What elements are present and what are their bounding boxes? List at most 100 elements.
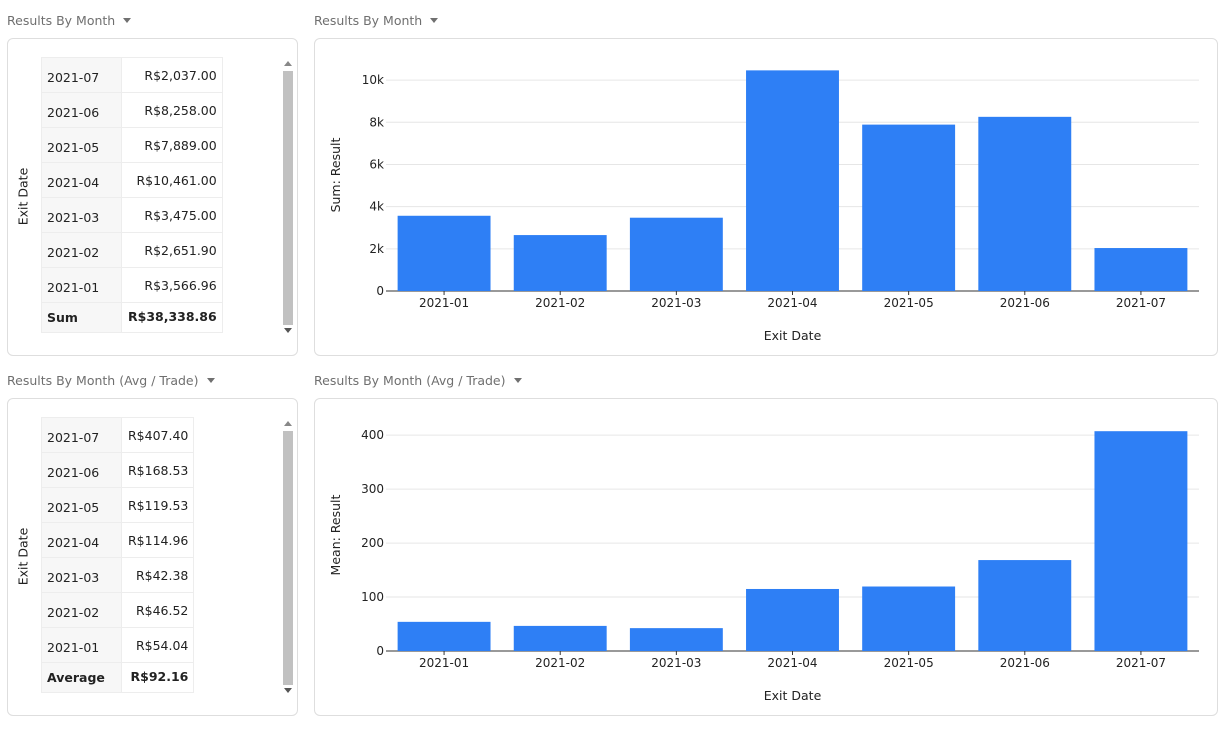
scroll-down-arrow-icon[interactable]: [284, 328, 292, 333]
x-axis-title: Exit Date: [764, 688, 822, 703]
y-tick-label: 200: [361, 536, 384, 550]
x-tick-label: 2021-03: [651, 296, 701, 310]
table-row: 2021-01 R$3,566.96: [41, 267, 223, 303]
panel-title-table-sum[interactable]: Results By Month: [7, 13, 132, 28]
x-tick-label: 2021-02: [535, 656, 585, 670]
dropdown-caret-icon[interactable]: [206, 378, 215, 383]
row-key-cell: 2021-03: [41, 197, 122, 233]
row-value-cell: R$3,566.96: [121, 267, 223, 303]
panel-title-text: Results By Month: [314, 13, 423, 28]
bar: [978, 116, 1072, 292]
bar: [746, 70, 839, 291]
row-value-cell: R$7,889.00: [121, 127, 223, 163]
row-value-cell: R$119.53: [120, 487, 195, 523]
y-tick-label: 400: [361, 428, 384, 442]
total-label-cell: Average: [41, 662, 122, 693]
x-tick-label: 2021-06: [1000, 296, 1050, 310]
table-row: 2021-03 R$42.38: [41, 557, 195, 593]
table-card-avg: Exit Date 2021-07 R$407.40 2021-06 R$168.53…: [7, 398, 298, 716]
x-tick-label: 2021-01: [419, 656, 469, 670]
x-tick-label: 2021-02: [535, 296, 585, 310]
row-key-cell: 2021-02: [41, 592, 122, 628]
bar: [862, 586, 956, 651]
dropdown-caret-icon[interactable]: [123, 18, 132, 23]
row-key-cell: 2021-01: [41, 627, 122, 663]
bar: [1094, 248, 1188, 291]
panel-title-table-avg[interactable]: Results By Month (Avg / Trade): [7, 373, 215, 388]
row-key-cell: 2021-06: [41, 452, 122, 488]
y-tick-label: 4k: [369, 200, 384, 214]
row-key-cell: 2021-04: [41, 522, 122, 558]
x-tick-label: 2021-05: [884, 296, 934, 310]
row-value-cell: R$168.53: [120, 452, 195, 488]
panel-title-chart-sum[interactable]: Results By Month: [314, 13, 439, 28]
table-row: 2021-06 R$8,258.00: [41, 92, 223, 128]
bar-chart-avg: 0 100 200 300 400 2021-01 2021-02 2021-03 2021-0…: [328, 428, 1199, 703]
table-row: 2021-02 R$2,651.90: [41, 232, 223, 268]
row-value-cell: R$114.96: [120, 522, 195, 558]
row-value-cell: R$407.40: [120, 417, 195, 453]
panel-title-chart-avg[interactable]: Results By Month (Avg / Trade): [314, 373, 522, 388]
x-axis-title: Exit Date: [764, 328, 822, 343]
table-row: 2021-06 R$168.53: [41, 452, 195, 488]
row-value-cell: R$3,475.00: [121, 197, 223, 233]
row-key-cell: 2021-05: [41, 127, 122, 163]
scrollbar-thumb[interactable]: [283, 431, 293, 685]
table-row: 2021-02 R$46.52: [41, 592, 195, 628]
row-key-cell: 2021-03: [41, 557, 122, 593]
row-key-cell: 2021-02: [41, 232, 122, 268]
bar: [746, 588, 839, 651]
y-tick-label: 10k: [362, 73, 384, 87]
row-value-cell: R$42.38: [120, 557, 195, 593]
pivot-table-avg: 2021-07 R$407.40 2021-06 R$168.53 2021-05 R$1…: [41, 417, 195, 693]
bar: [513, 235, 607, 291]
panel-title-text: Results By Month (Avg / Trade): [314, 373, 506, 388]
y-axis-title: Mean: Result: [328, 494, 343, 575]
row-value-cell: R$2,037.00: [121, 57, 223, 93]
y-tick-label: 8k: [369, 115, 384, 129]
panel-title-text: Results By Month (Avg / Trade): [7, 373, 199, 388]
total-value-cell: R$92.16: [120, 662, 195, 693]
row-value-cell: R$2,651.90: [121, 232, 223, 268]
table-total-row: Sum R$38,338.86: [41, 302, 223, 333]
chart-card-sum: 0 2k 4k 6k 8k 10k 2021-01 2021-02 2021-03 2021-04…: [314, 38, 1218, 356]
x-tick-label: 2021-06: [1000, 656, 1050, 670]
scrollbar-thumb[interactable]: [283, 71, 293, 325]
x-tick-label: 2021-05: [884, 656, 934, 670]
scroll-up-arrow-icon[interactable]: [284, 421, 292, 426]
table-row: 2021-04 R$10,461.00: [41, 162, 223, 198]
dropdown-caret-icon[interactable]: [430, 18, 439, 23]
row-key-cell: 2021-07: [41, 57, 122, 93]
table-card-sum: Exit Date 2021-07 R$2,037.00 2021-06 R$8,25…: [7, 38, 298, 356]
y-tick-label: 2k: [369, 242, 384, 256]
row-key-cell: 2021-01: [41, 267, 122, 303]
table-row: 2021-07 R$2,037.00: [41, 57, 223, 93]
y-tick-label: 300: [361, 482, 384, 496]
vertical-scrollbar[interactable]: [282, 59, 294, 339]
x-tick-label: 2021-03: [651, 656, 701, 670]
row-value-cell: R$8,258.00: [121, 92, 223, 128]
table-total-row: Average R$92.16: [41, 662, 195, 693]
x-tick-label: 2021-07: [1116, 296, 1166, 310]
row-axis-label: Exit Date: [15, 527, 31, 586]
table-row: 2021-04 R$114.96: [41, 522, 195, 558]
scroll-down-arrow-icon[interactable]: [284, 688, 292, 693]
bar: [978, 560, 1072, 651]
y-tick-label: 0: [376, 284, 384, 298]
y-tick-label: 6k: [369, 157, 384, 171]
panel-title-text: Results By Month: [7, 13, 116, 28]
dropdown-caret-icon[interactable]: [513, 378, 522, 383]
row-key-cell: 2021-04: [41, 162, 122, 198]
row-value-cell: R$54.04: [120, 627, 195, 663]
chart-card-avg: 0 100 200 300 400 2021-01 2021-02 2021-03 2021-0…: [314, 398, 1218, 716]
y-tick-label: 100: [361, 590, 384, 604]
x-tick-label: 2021-07: [1116, 656, 1166, 670]
bar: [397, 621, 491, 651]
table-row: 2021-05 R$119.53: [41, 487, 195, 523]
vertical-scrollbar[interactable]: [282, 419, 294, 699]
y-axis-title: Sum: Result: [328, 137, 343, 212]
scroll-up-arrow-icon[interactable]: [284, 61, 292, 66]
bar: [629, 628, 723, 651]
bar: [629, 217, 723, 291]
table-row: 2021-05 R$7,889.00: [41, 127, 223, 163]
